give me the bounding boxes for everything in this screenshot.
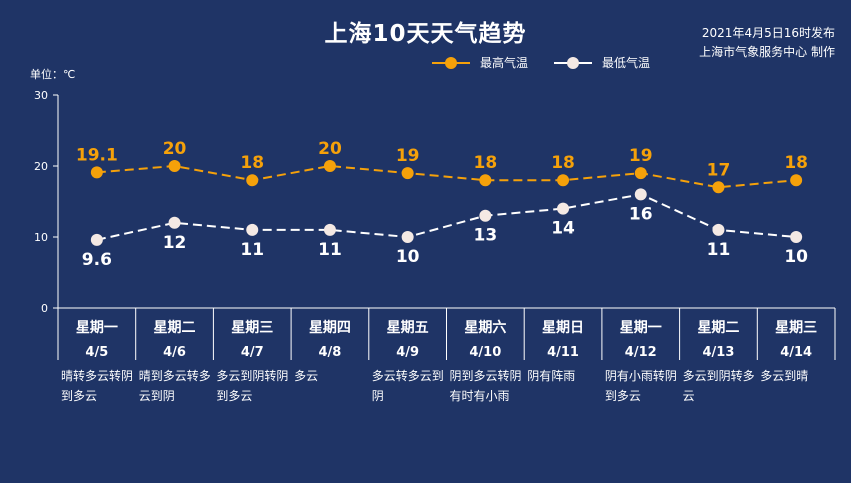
y-tick-label: 10 [34,231,48,244]
y-tick-label: 20 [34,160,48,173]
low-temp-point [168,216,181,229]
high-temp-label: 18 [551,153,575,173]
low-temp-point [401,231,414,243]
high-temp-label: 18 [474,153,498,173]
legend-low-label: 最低气温 [602,56,651,70]
low-temp-label: 16 [629,204,653,224]
high-temp-label: 17 [707,160,731,180]
high-temp-line [96,164,797,189]
day-weather-text: 多云到阴转阴到多云 [216,369,289,403]
day-date: 4/7 [241,345,264,360]
legend-high-marker [445,57,457,69]
day-date: 4/13 [703,345,735,360]
unit-label: 单位：℃ [30,68,76,81]
low-temp-line [96,193,797,241]
day-weekday: 星期二 [154,320,196,336]
day-weather-text: 多云到阴转多云 [682,369,755,403]
low-temp-label: 10 [396,247,420,267]
day-weather-text: 晴到多云转多云到阴 [138,369,211,403]
high-temp-point [401,167,414,180]
low-temp-label: 11 [318,240,342,260]
issue-time: 2021年4月5日16时发布 [701,26,835,40]
high-temp-point [323,160,336,172]
day-weekday: 星期三 [231,320,273,336]
day-weekday: 星期三 [775,320,817,336]
day-weekday: 星期日 [542,320,584,336]
chart-title: 上海10天天气趋势 [324,21,527,47]
day-weather-text: 多云转多云到阴 [371,369,444,403]
high-temp-point [90,166,103,179]
high-temp-point [790,174,803,187]
day-weekday: 星期二 [697,320,739,336]
high-temp-point [479,174,492,187]
low-temp-point [246,223,259,236]
day-weekday: 星期一 [76,320,118,336]
issue-info: 2021年4月5日16时发布 上海市气象服务中心 制作 [699,24,835,62]
y-tick-label: 30 [34,89,48,102]
day-weekday: 星期五 [387,320,429,336]
high-temp-label: 19.1 [76,145,118,165]
day-weekday: 星期一 [620,320,662,336]
day-weather-text: 多云 [294,369,319,383]
low-temp-label: 12 [163,233,187,253]
day-date: 4/12 [625,345,657,360]
high-temp-point [246,174,259,187]
high-temp-point [168,160,181,172]
low-temp-label: 11 [240,240,264,260]
high-temp-point [634,167,647,180]
day-weather-text: 晴转多云转阴到多云 [61,369,134,403]
high-temp-label: 20 [318,139,342,159]
y-tick-label: 0 [41,302,48,315]
day-date: 4/6 [163,345,186,360]
high-temp-label: 18 [240,153,264,173]
legend-high-label: 最高气温 [480,56,529,70]
day-weekday: 星期四 [309,320,351,336]
day-date: 4/8 [319,345,342,360]
low-temp-label: 9.6 [82,250,112,270]
day-date: 4/11 [547,345,579,360]
low-temp-label: 11 [707,240,731,260]
day-weekday: 星期六 [464,319,506,336]
high-temp-label: 19 [396,146,420,166]
low-temp-point [90,233,103,246]
low-temp-label: 13 [474,226,498,246]
high-temp-point [557,174,570,187]
day-date: 4/14 [780,345,812,360]
day-weather-text: 多云到晴 [760,369,809,383]
day-weather-text: 阴有阵雨 [527,369,576,383]
high-temp-point [712,181,725,194]
low-temp-label: 14 [551,219,575,239]
low-temp-point [479,209,492,222]
high-temp-label: 18 [784,153,808,173]
legend-low-marker [567,57,579,69]
high-temp-label: 19 [629,146,653,166]
day-date: 4/10 [469,345,501,360]
day-date: 4/5 [85,345,108,360]
low-temp-point [634,188,647,201]
low-temp-label: 10 [784,247,808,267]
day-date: 4/9 [396,345,419,360]
high-temp-label: 20 [163,139,187,159]
low-temp-point [557,202,570,215]
day-weather-text: 阴有小雨转阴到多云 [604,369,677,403]
low-temp-point [323,223,336,236]
low-temp-point [790,231,803,243]
low-temp-point [712,223,725,236]
day-weather-text: 阴到多云转阴有时有小雨 [449,369,522,403]
producer: 上海市气象服务中心 制作 [699,45,835,59]
